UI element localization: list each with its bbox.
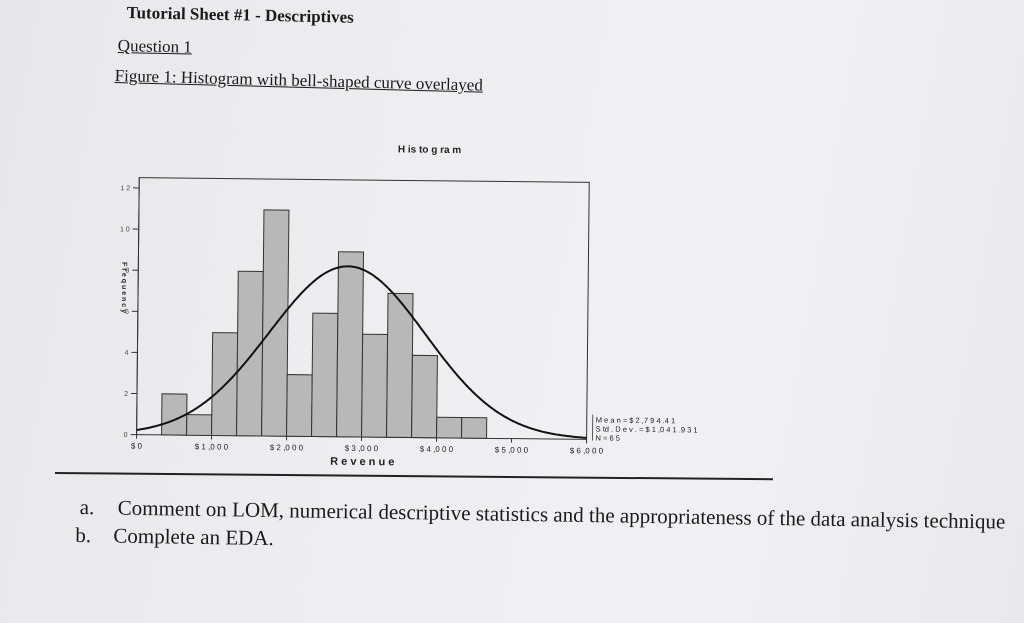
histogram-bar	[236, 270, 264, 437]
x-tick-label: $ 0	[131, 442, 143, 451]
x-tick-label: $ 2 ,0 0 0	[270, 443, 304, 452]
histogram-chart: H is to g ra m 0 2 4 6 8 1 0 1 2 $ 0 $ 1 ,0 0 0…	[120, 144, 698, 469]
histogram-bar	[261, 209, 290, 437]
stats-mean: M e a n = $ 2 ,7 9 4 .4 1	[596, 415, 676, 425]
x-tick-label: $ 5 ,0 0 0	[495, 445, 529, 454]
histogram-bar	[411, 354, 438, 439]
normal-curve	[136, 265, 587, 439]
question-list: a. Comment on LOM, numerical descriptive…	[75, 494, 1018, 563]
x-tick-label: $ 6 ,0 0 0	[570, 446, 604, 455]
y-axis-label: F r e q u e n c y	[120, 262, 128, 313]
x-tick-label: $ 1 ,0 0 0	[195, 442, 229, 451]
x-tick-label: $ 3 ,0 0 0	[345, 444, 379, 453]
y-tick-label: 4	[124, 350, 128, 357]
chart-title: H is to g ra m	[398, 144, 462, 156]
question-marker: b.	[75, 522, 92, 548]
x-tick-label: $ 4 ,0 0 0	[420, 445, 454, 454]
y-axis-line	[136, 177, 140, 435]
histogram-bar	[436, 416, 463, 439]
histogram-bar	[336, 251, 365, 438]
y-tick-label: 1 0	[120, 226, 130, 233]
histogram-bar	[386, 292, 414, 439]
histogram-bar	[461, 417, 488, 439]
histogram-bar	[161, 393, 188, 436]
question-marker: a.	[79, 495, 95, 520]
y-tick-label: 1 2	[120, 185, 130, 192]
horizontal-rule	[54, 472, 773, 481]
stats-box: M e a n = $ 2 ,7 9 4 .4 1 S td . D e v .…	[592, 414, 698, 443]
y-tick-label: 2	[124, 391, 128, 398]
y-tick-label: 0	[124, 432, 128, 439]
y-tick-label: 6	[125, 309, 129, 316]
stats-n: N = 6 5	[596, 433, 620, 442]
stats-std-dev: S td . D e v . = $ 1 ,0 4 1 .9 3 1	[596, 424, 698, 434]
histogram-bar	[286, 374, 313, 438]
histogram-bar	[311, 312, 339, 438]
question-text: Complete an EDA.	[113, 523, 274, 551]
x-axis-label: R e v e n u e	[330, 456, 394, 469]
histogram-bar	[361, 333, 389, 438]
histogram-bar	[186, 414, 213, 436]
y-tick-label: 8	[125, 268, 129, 275]
